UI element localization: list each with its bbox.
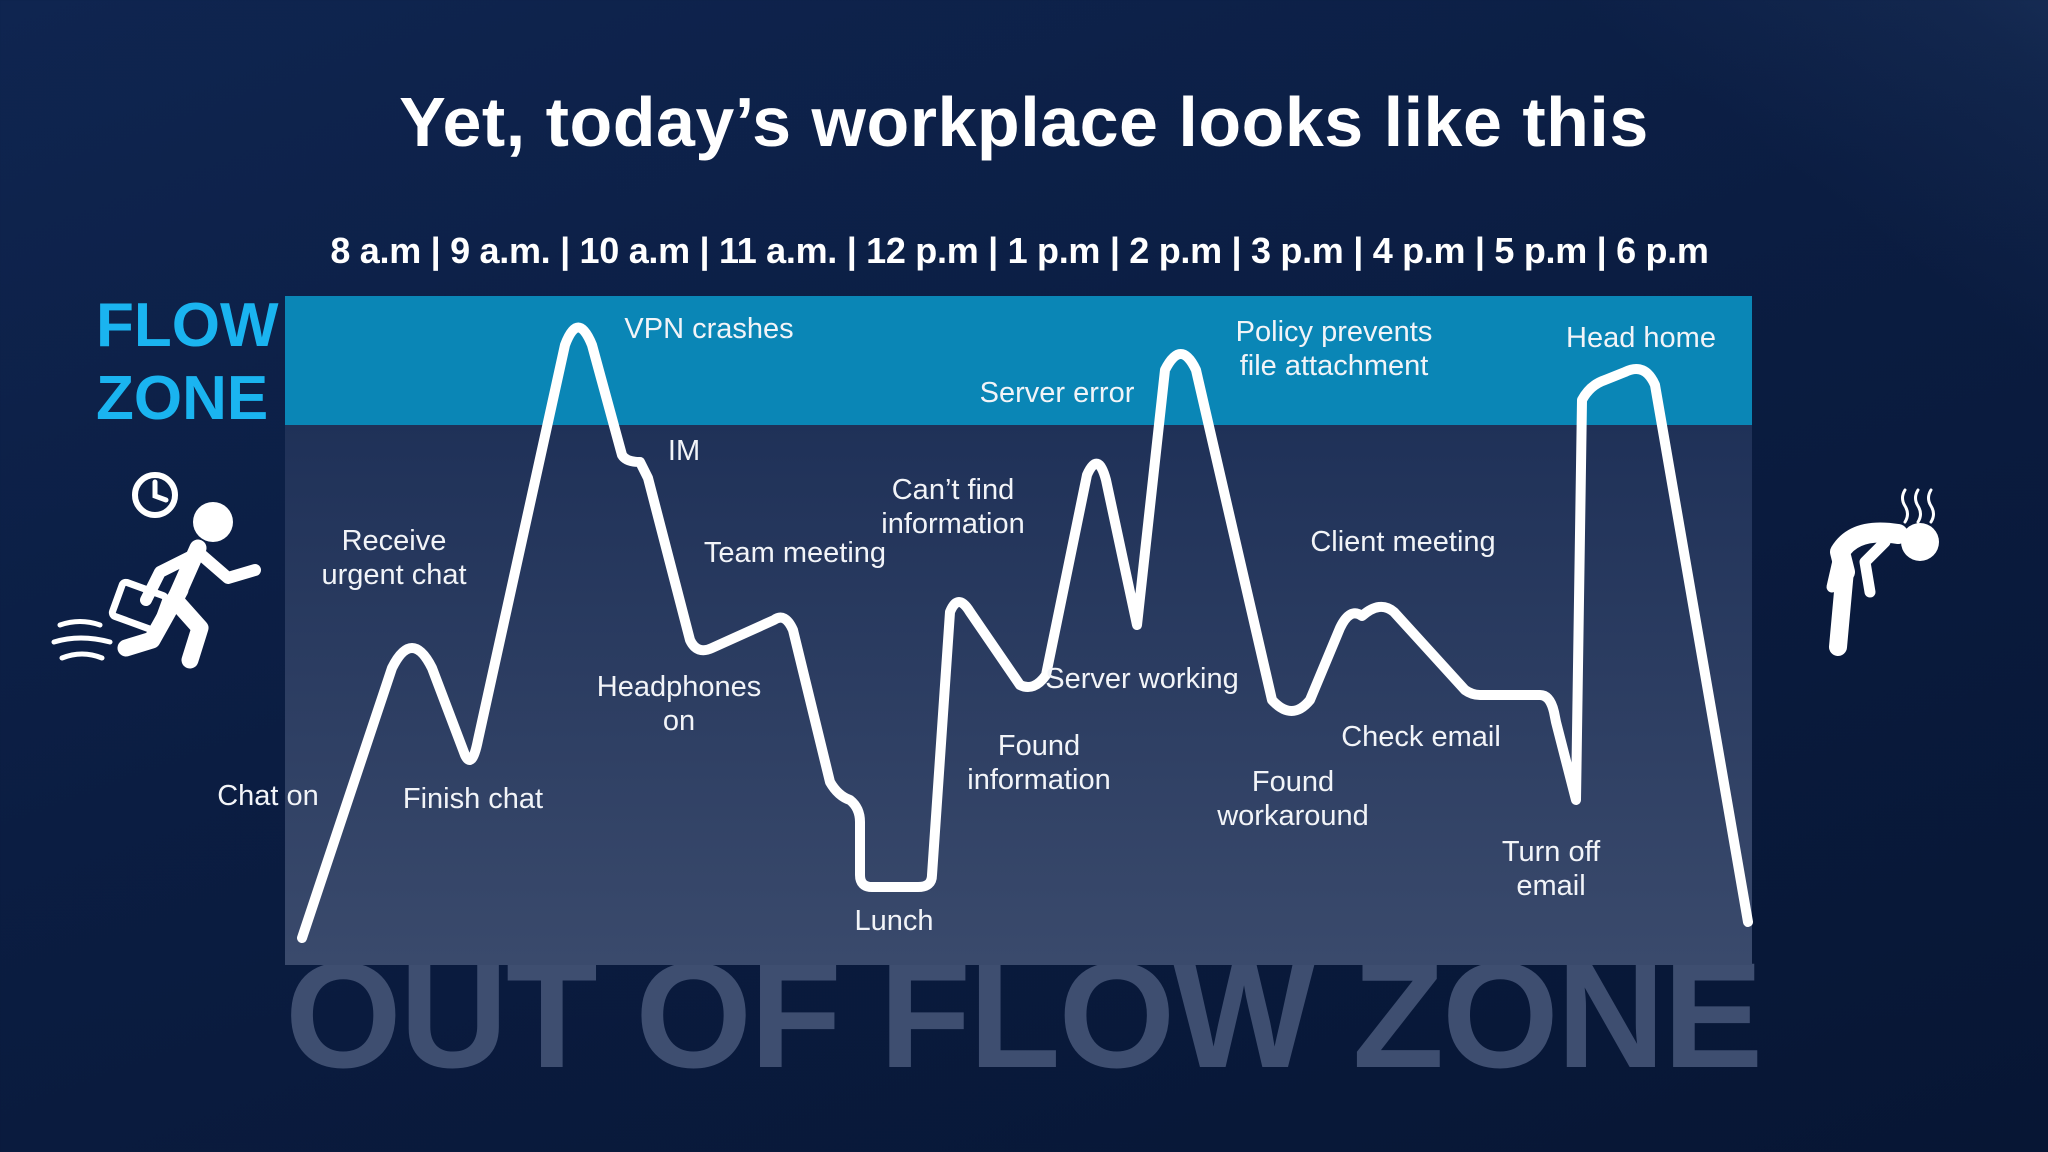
annotation-chat-on: Chat on — [217, 780, 319, 812]
annotation-vpn-crashes: VPN crashes — [624, 313, 794, 345]
annotation-found-information-line2: information — [967, 764, 1111, 796]
annotation-headphones-on-line1: Headphones — [596, 671, 762, 703]
annotation-lunch: Lunch — [854, 905, 934, 937]
annotation-policy-prevents-line1: Policy prevents — [1235, 316, 1433, 348]
annotation-client-meeting: Client meeting — [1310, 526, 1496, 558]
exhausted-bent-person-icon — [1810, 482, 1950, 672]
flow-level-line — [297, 322, 1753, 943]
running-person-with-briefcase-and-clock-icon — [50, 460, 270, 675]
annotation-check-email: Check email — [1341, 721, 1501, 753]
slide-title: Yet, today’s workplace looks like this — [399, 83, 1649, 161]
annotation-finish-chat: Finish chat — [402, 783, 544, 815]
annotation-receive-urgent-chat-line2: urgent chat — [321, 559, 467, 591]
annotation-receive-urgent-chat-line1: Receive — [341, 525, 447, 557]
annotation-turn-off-email-line2: email — [1516, 870, 1586, 902]
annotation-found-workaround-line1: Found — [1251, 766, 1335, 798]
annotation-found-information-line1: Found — [997, 730, 1081, 762]
timeline-hours: 8 a.m | 9 a.m. | 10 a.m | 11 a.m. | 12 p… — [330, 230, 1709, 271]
annotation-policy-prevents-line2: file attachment — [1239, 350, 1429, 382]
annotation-head-home: Head home — [1566, 322, 1716, 354]
annotation-server-working: Server working — [1045, 663, 1239, 695]
annotation-im: IM — [667, 435, 701, 467]
annotation-found-workaround-line2: workaround — [1217, 800, 1369, 832]
annotation-cant-find-information-line2: information — [881, 508, 1025, 540]
annotation-turn-off-email-line1: Turn off — [1501, 836, 1601, 868]
flow-zone-label-line2: ZONE — [96, 364, 269, 433]
annotation-headphones-on-line2: on — [662, 705, 696, 737]
annotation-server-error: Server error — [979, 377, 1135, 409]
annotation-cant-find-information-line1: Can’t find — [891, 474, 1015, 506]
annotation-team-meeting: Team meeting — [703, 537, 887, 569]
flow-zone-band — [285, 296, 1752, 425]
flow-zone-label-line1: FLOW — [96, 291, 279, 360]
